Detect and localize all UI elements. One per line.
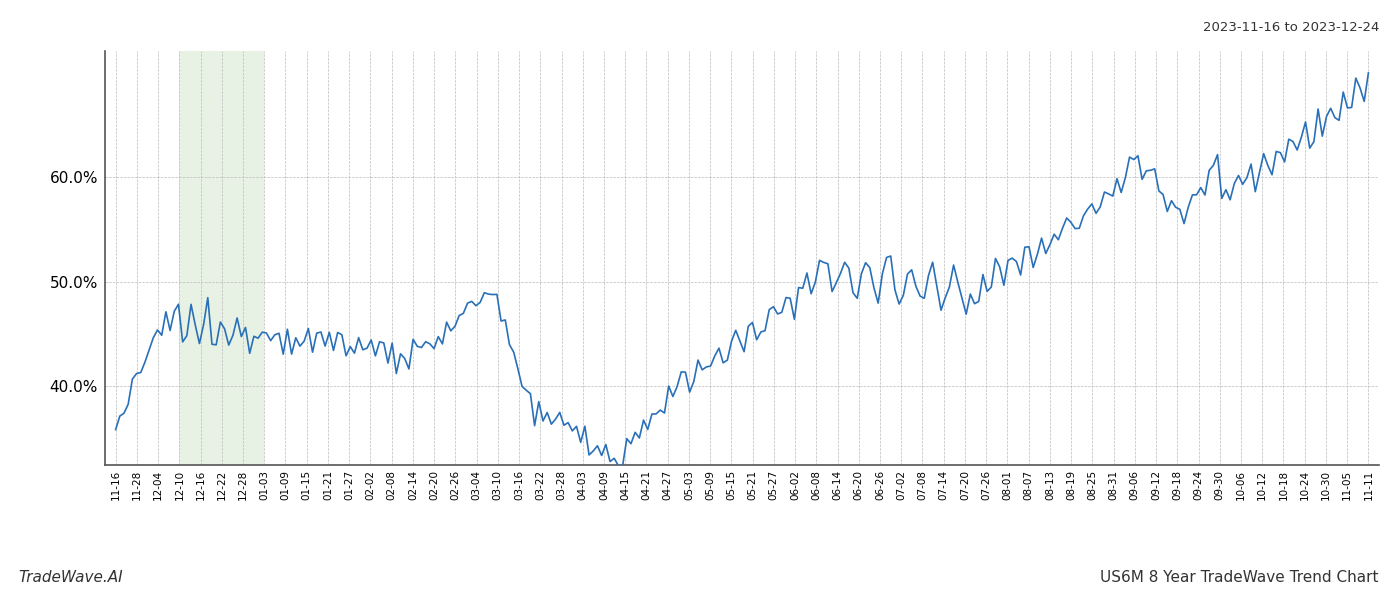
Text: TradeWave.AI: TradeWave.AI <box>18 570 123 585</box>
Text: 2023-11-16 to 2023-12-24: 2023-11-16 to 2023-12-24 <box>1203 21 1379 34</box>
Text: US6M 8 Year TradeWave Trend Chart: US6M 8 Year TradeWave Trend Chart <box>1100 570 1379 585</box>
Bar <box>179 51 265 465</box>
